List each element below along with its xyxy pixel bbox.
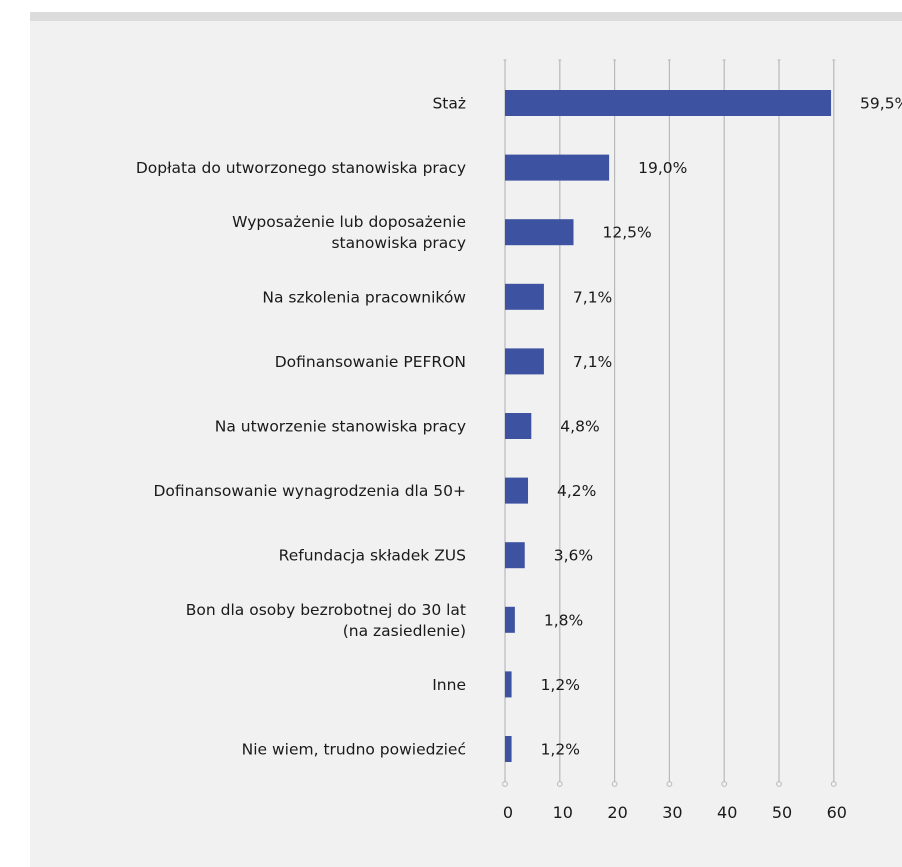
category-label-line: Na utworzenie stanowiska pracy (215, 418, 466, 436)
category-labels: Staż Dopłata do utworzonego stanowiska pr… (136, 95, 466, 759)
grid-lines (502, 59, 837, 787)
bar (505, 671, 512, 698)
category-label: Dopłata do utworzonego stanowiska pracy (136, 159, 466, 177)
category-label: Staż (432, 95, 466, 113)
axis-tick-labels: 0 10 20 30 40 50 60 (503, 803, 847, 822)
value-label: 19,0% (638, 159, 687, 177)
bar (505, 413, 532, 439)
category-label-line: Bon dla osoby bezrobotnej do 30 lat (186, 601, 466, 619)
category-label: Wyposażenie lub doposażenie stanowiska pr… (232, 213, 466, 252)
category-label: Inne (432, 676, 466, 694)
value-label: 1,2% (541, 676, 580, 694)
value-label: 7,1% (573, 353, 612, 371)
category-label-line: Staż (432, 95, 466, 113)
gridline-end-marker (830, 781, 837, 787)
category-label: Bon dla osoby bezrobotnej do 30 lat (na z… (186, 601, 466, 640)
x-tick-label: 10 (553, 803, 573, 822)
category-label: Na utworzenie stanowiska pracy (215, 418, 466, 436)
x-tick-label: 0 (503, 803, 513, 822)
value-label: 1,8% (544, 611, 583, 629)
category-label-line: (na zasiedlenie) (343, 622, 466, 640)
gridline-end-marker (502, 781, 508, 787)
value-label: 12,5% (603, 224, 652, 242)
category-label-line: Dofinansowanie wynagrodzenia dla 50+ (153, 482, 466, 500)
value-label: 7,1% (573, 288, 612, 306)
x-tick-label: 20 (607, 803, 627, 822)
category-label-line: Na szkolenia pracowników (262, 288, 466, 306)
x-tick-label: 60 (827, 803, 847, 822)
category-label-line: Nie wiem, trudno powiedzieć (242, 741, 466, 759)
top-strip (30, 12, 902, 21)
x-tick-label: 30 (662, 803, 682, 822)
category-label-line: stanowiska pracy (331, 234, 466, 252)
gridline-end-marker (611, 781, 618, 787)
bar (505, 283, 544, 310)
category-label-line: Dofinansowanie PEFRON (275, 353, 466, 371)
bars (505, 90, 832, 762)
chart-panel (30, 21, 902, 867)
category-label: Na szkolenia pracowników (262, 288, 466, 306)
category-label-line: Wyposażenie lub doposażenie (232, 213, 466, 231)
bar (505, 477, 529, 504)
category-label-line: Dopłata do utworzonego stanowiska pracy (136, 159, 466, 177)
value-labels: 59,5% 19,0% 12,5% 7,1% 7,1% 4,8% 4,2% 3,6% 1,8% 1… (541, 95, 902, 759)
bar (505, 154, 610, 181)
gridline-end-marker (776, 781, 782, 787)
gridline-end-marker (556, 781, 563, 787)
value-label: 59,5% (860, 95, 902, 113)
category-label-line: Refundacja składek ZUS (279, 547, 466, 565)
x-tick-label: 40 (717, 803, 737, 822)
x-tick-label: 50 (772, 803, 792, 822)
value-label: 3,6% (554, 547, 593, 565)
category-label: Dofinansowanie PEFRON (275, 353, 466, 371)
bar (505, 90, 832, 116)
bar (505, 542, 525, 569)
value-label: 4,8% (560, 418, 599, 436)
value-label: 4,2% (557, 482, 596, 500)
bar (505, 348, 544, 375)
bar (505, 606, 515, 633)
bar (505, 219, 574, 246)
category-label-line: Inne (432, 676, 466, 694)
category-label: Dofinansowanie wynagrodzenia dla 50+ (153, 482, 466, 500)
gridline-end-marker (666, 781, 673, 787)
gridline-end-marker (721, 781, 728, 787)
value-label: 1,2% (541, 741, 580, 759)
category-label: Nie wiem, trudno powiedzieć (242, 741, 466, 759)
bar (505, 736, 512, 762)
category-label: Refundacja składek ZUS (279, 547, 466, 565)
